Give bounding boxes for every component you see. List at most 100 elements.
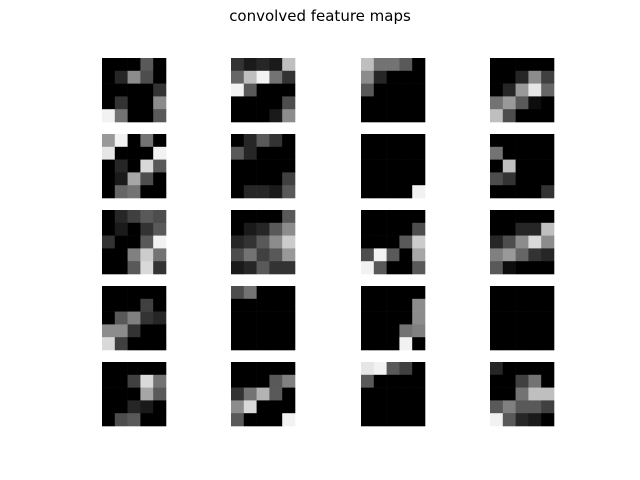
- feature-map-cell: [256, 70, 270, 84]
- feature-map-cell: [490, 210, 504, 224]
- feature-map-cell: [269, 248, 283, 262]
- feature-map-cell: [541, 324, 555, 338]
- feature-map-cell: [243, 159, 257, 173]
- feature-map-cell: [102, 185, 116, 199]
- feature-map-cell: [153, 298, 167, 312]
- feature-map-cell: [231, 374, 245, 388]
- feature-map-cell: [231, 261, 245, 275]
- feature-map-cell: [140, 248, 154, 262]
- feature-map-cell: [361, 146, 375, 160]
- feature-map-cell: [140, 146, 154, 160]
- feature-map-cell: [102, 362, 116, 376]
- feature-map-cell: [528, 337, 542, 351]
- feature-map-cell: [282, 311, 296, 325]
- feature-map-cell: [399, 146, 413, 160]
- feature-map-cell: [127, 235, 141, 249]
- feature-map-cell: [231, 70, 245, 84]
- feature-map-cell: [399, 235, 413, 249]
- feature-map-cell: [399, 210, 413, 224]
- feature-map-cell: [231, 324, 245, 338]
- feature-map-cell: [490, 248, 504, 262]
- feature-map-cell: [502, 172, 516, 186]
- feature-map-cell: [114, 286, 128, 300]
- feature-map-cell: [412, 109, 426, 123]
- feature-map-cell: [528, 58, 542, 72]
- feature-map-cell: [269, 222, 283, 236]
- feature-map-cell: [528, 96, 542, 110]
- feature-map-cell: [490, 146, 504, 160]
- feature-map-17: [102, 362, 167, 427]
- feature-map-cell: [231, 134, 245, 148]
- feature-map-cell: [269, 286, 283, 300]
- feature-map-cell: [114, 311, 128, 325]
- feature-map-cell: [515, 298, 529, 312]
- feature-map-cell: [256, 159, 270, 173]
- feature-map-cell: [231, 387, 245, 401]
- feature-map-cell: [412, 222, 426, 236]
- feature-map-cell: [386, 337, 400, 351]
- feature-map-cell: [361, 58, 375, 72]
- feature-map-cell: [515, 413, 529, 427]
- feature-map-cell: [399, 324, 413, 338]
- feature-map-cell: [386, 222, 400, 236]
- feature-map-cell: [502, 298, 516, 312]
- feature-map-cell: [386, 58, 400, 72]
- feature-map-cell: [490, 235, 504, 249]
- feature-map-cell: [140, 337, 154, 351]
- feature-map-cell: [243, 83, 257, 97]
- feature-map-cell: [140, 286, 154, 300]
- feature-map-cell: [490, 222, 504, 236]
- feature-map-cell: [269, 387, 283, 401]
- feature-map-cell: [282, 58, 296, 72]
- feature-map-cell: [127, 387, 141, 401]
- feature-map-cell: [140, 222, 154, 236]
- feature-map-cell: [102, 172, 116, 186]
- feature-map-cell: [361, 70, 375, 84]
- feature-map-cell: [140, 400, 154, 414]
- feature-map-cell: [399, 337, 413, 351]
- feature-map-cell: [373, 146, 387, 160]
- feature-map-cell: [373, 83, 387, 97]
- feature-map-cell: [373, 185, 387, 199]
- feature-map-cell: [256, 235, 270, 249]
- feature-map-cell: [153, 222, 167, 236]
- feature-map-cell: [256, 413, 270, 427]
- feature-map-cell: [153, 58, 167, 72]
- feature-map-cell: [256, 146, 270, 160]
- feature-map-cell: [256, 210, 270, 224]
- feature-map-cell: [490, 337, 504, 351]
- feature-map-cell: [373, 400, 387, 414]
- feature-map-cell: [399, 248, 413, 262]
- feature-map-cell: [243, 134, 257, 148]
- feature-map-cell: [502, 235, 516, 249]
- feature-map-cell: [256, 172, 270, 186]
- feature-map-cell: [114, 146, 128, 160]
- feature-map-cell: [515, 374, 529, 388]
- feature-map-cell: [541, 210, 555, 224]
- feature-map-cell: [386, 185, 400, 199]
- feature-map-cell: [256, 374, 270, 388]
- feature-map-cell: [269, 109, 283, 123]
- feature-map-15: [361, 286, 426, 351]
- feature-map-cell: [490, 58, 504, 72]
- feature-map-cell: [102, 222, 116, 236]
- feature-map-cell: [256, 324, 270, 338]
- feature-map-cell: [515, 109, 529, 123]
- feature-map-19: [361, 362, 426, 427]
- feature-map-cell: [373, 324, 387, 338]
- feature-map-cell: [386, 324, 400, 338]
- feature-map-cell: [373, 337, 387, 351]
- feature-map-cell: [490, 374, 504, 388]
- feature-map-cell: [502, 400, 516, 414]
- feature-map-cell: [528, 298, 542, 312]
- feature-map-cell: [127, 96, 141, 110]
- feature-map-cell: [399, 362, 413, 376]
- feature-map-cell: [140, 58, 154, 72]
- feature-map-cell: [282, 83, 296, 97]
- feature-map-cell: [515, 58, 529, 72]
- feature-map-cell: [361, 387, 375, 401]
- feature-map-cell: [515, 311, 529, 325]
- feature-map-cell: [412, 374, 426, 388]
- feature-map-cell: [502, 261, 516, 275]
- feature-map-cell: [412, 413, 426, 427]
